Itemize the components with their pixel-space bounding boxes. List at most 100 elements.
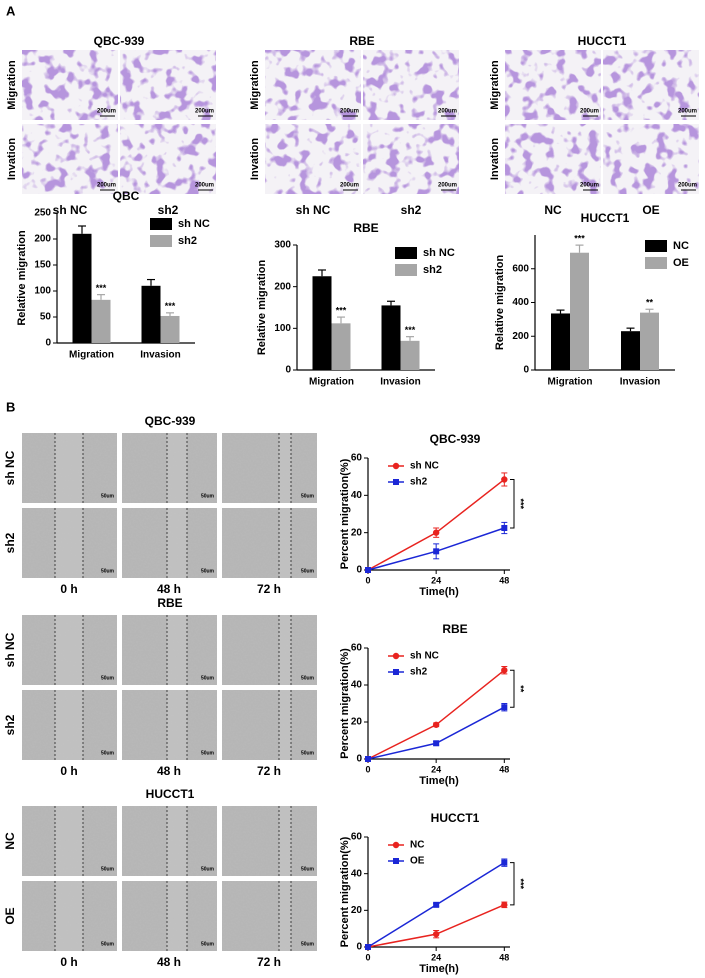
scratch-gap: [279, 433, 291, 503]
marker: [433, 548, 440, 555]
y-tick-label: 40: [351, 680, 363, 691]
y-axis-label: Relative migration: [16, 230, 28, 326]
marker: [432, 721, 440, 728]
legend-label: sh2: [410, 667, 428, 678]
y-tick-label: 300: [274, 240, 291, 251]
scale-label: 200um: [340, 183, 359, 189]
legend-label: NC: [410, 840, 424, 851]
scale-label: 200um: [195, 183, 214, 189]
micrograph-stain: [120, 50, 216, 120]
micrograph-stain: [603, 50, 699, 120]
marker: [501, 476, 508, 483]
marker: [501, 704, 508, 711]
column-label: 72 h: [257, 955, 281, 969]
significance-label: ***: [516, 498, 526, 509]
legend-swatch: [645, 240, 667, 252]
y-tick-label: 20: [351, 527, 363, 538]
scale-label: 50um: [101, 941, 115, 947]
legend-label: sh2: [423, 264, 442, 276]
significance-label: ***: [336, 305, 347, 315]
column-label: 0 h: [60, 955, 77, 969]
series-line: [367, 706, 505, 760]
micrograph-stain: [505, 124, 601, 194]
marker: [501, 667, 508, 674]
micrograph-stain: [22, 124, 118, 194]
column-label: NC: [544, 203, 562, 217]
scale-label: 50um: [101, 675, 115, 681]
row-label: NC: [3, 832, 17, 850]
panel-label: A: [6, 3, 16, 18]
scratch-image-grain: [222, 806, 317, 876]
y-tick-label: 150: [34, 260, 51, 271]
scratch-image-grain: [222, 881, 317, 951]
scale-label: 200um: [438, 183, 457, 189]
row-label: Invation: [6, 138, 18, 180]
legend-label: sh2: [410, 477, 428, 488]
column-label: 48 h: [157, 582, 181, 596]
legend-marker: [392, 652, 400, 660]
micrograph-stain: [120, 124, 216, 194]
significance-label: ***: [96, 283, 107, 293]
scale-label: 200um: [580, 109, 599, 115]
row-label: sh NC: [3, 450, 17, 485]
column-label: sh2: [158, 203, 179, 217]
column-label: sh NC: [53, 203, 88, 217]
legend-marker: [393, 858, 399, 864]
scratch-gap: [279, 615, 291, 685]
scale-label: 50um: [201, 750, 215, 756]
micrograph-stain: [603, 124, 699, 194]
scratch-gap: [167, 881, 187, 951]
chart-title: HUCCT1: [581, 211, 630, 225]
bar: [400, 340, 420, 370]
y-tick-label: 0: [285, 365, 291, 376]
x-tick-label: Migration: [548, 377, 593, 388]
x-tick-label: 0: [365, 575, 370, 585]
y-tick-label: 0: [356, 942, 362, 953]
scale-label: 50um: [301, 866, 315, 872]
scale-label: 200um: [97, 109, 116, 115]
y-axis-label: Relative migration: [494, 255, 506, 351]
x-axis-label: Time(h): [419, 963, 459, 975]
micrograph-stain: [363, 50, 459, 120]
scratch-gap: [55, 508, 83, 578]
bar: [551, 313, 570, 370]
bar: [331, 323, 351, 370]
image-grid-title: HUCCT1: [146, 787, 195, 801]
scale-label: 50um: [301, 750, 315, 756]
marker: [365, 567, 371, 573]
y-tick-label: 60: [351, 643, 363, 654]
chart-title: HUCCT1: [431, 811, 480, 825]
marker: [365, 944, 371, 950]
x-tick-label: Migration: [309, 377, 354, 388]
scratch-gap: [55, 433, 83, 503]
row-label: Migration: [6, 60, 18, 110]
significance-label: ***: [405, 325, 416, 335]
x-tick-label: 0: [365, 952, 370, 962]
scale-label: 50um: [301, 941, 315, 947]
y-tick-label: 20: [351, 905, 363, 916]
legend-marker: [392, 462, 400, 470]
chart-title: QBC: [113, 189, 140, 203]
micrograph-stain: [505, 50, 601, 120]
scale-label: 50um: [101, 750, 115, 756]
scale-label: 200um: [195, 109, 214, 115]
micrograph-stain: [22, 50, 118, 120]
image-grid-title: QBC-939: [145, 414, 196, 428]
scratch-gap: [167, 508, 187, 578]
chart-title: QBC-939: [430, 432, 481, 446]
bar: [312, 276, 332, 370]
y-tick-label: 200: [34, 234, 51, 245]
marker: [432, 930, 440, 938]
scale-label: 50um: [201, 675, 215, 681]
legend-label: OE: [673, 257, 689, 269]
legend-label: sh NC: [410, 461, 439, 472]
image-grid-title: RBE: [349, 34, 374, 48]
legend-marker: [393, 669, 399, 675]
scale-label: 200um: [340, 109, 359, 115]
chart-title: RBE: [442, 622, 467, 636]
scale-label: 50um: [201, 941, 215, 947]
micrograph-stain: [265, 124, 361, 194]
scratch-gap: [279, 508, 291, 578]
scale-label: 200um: [438, 109, 457, 115]
